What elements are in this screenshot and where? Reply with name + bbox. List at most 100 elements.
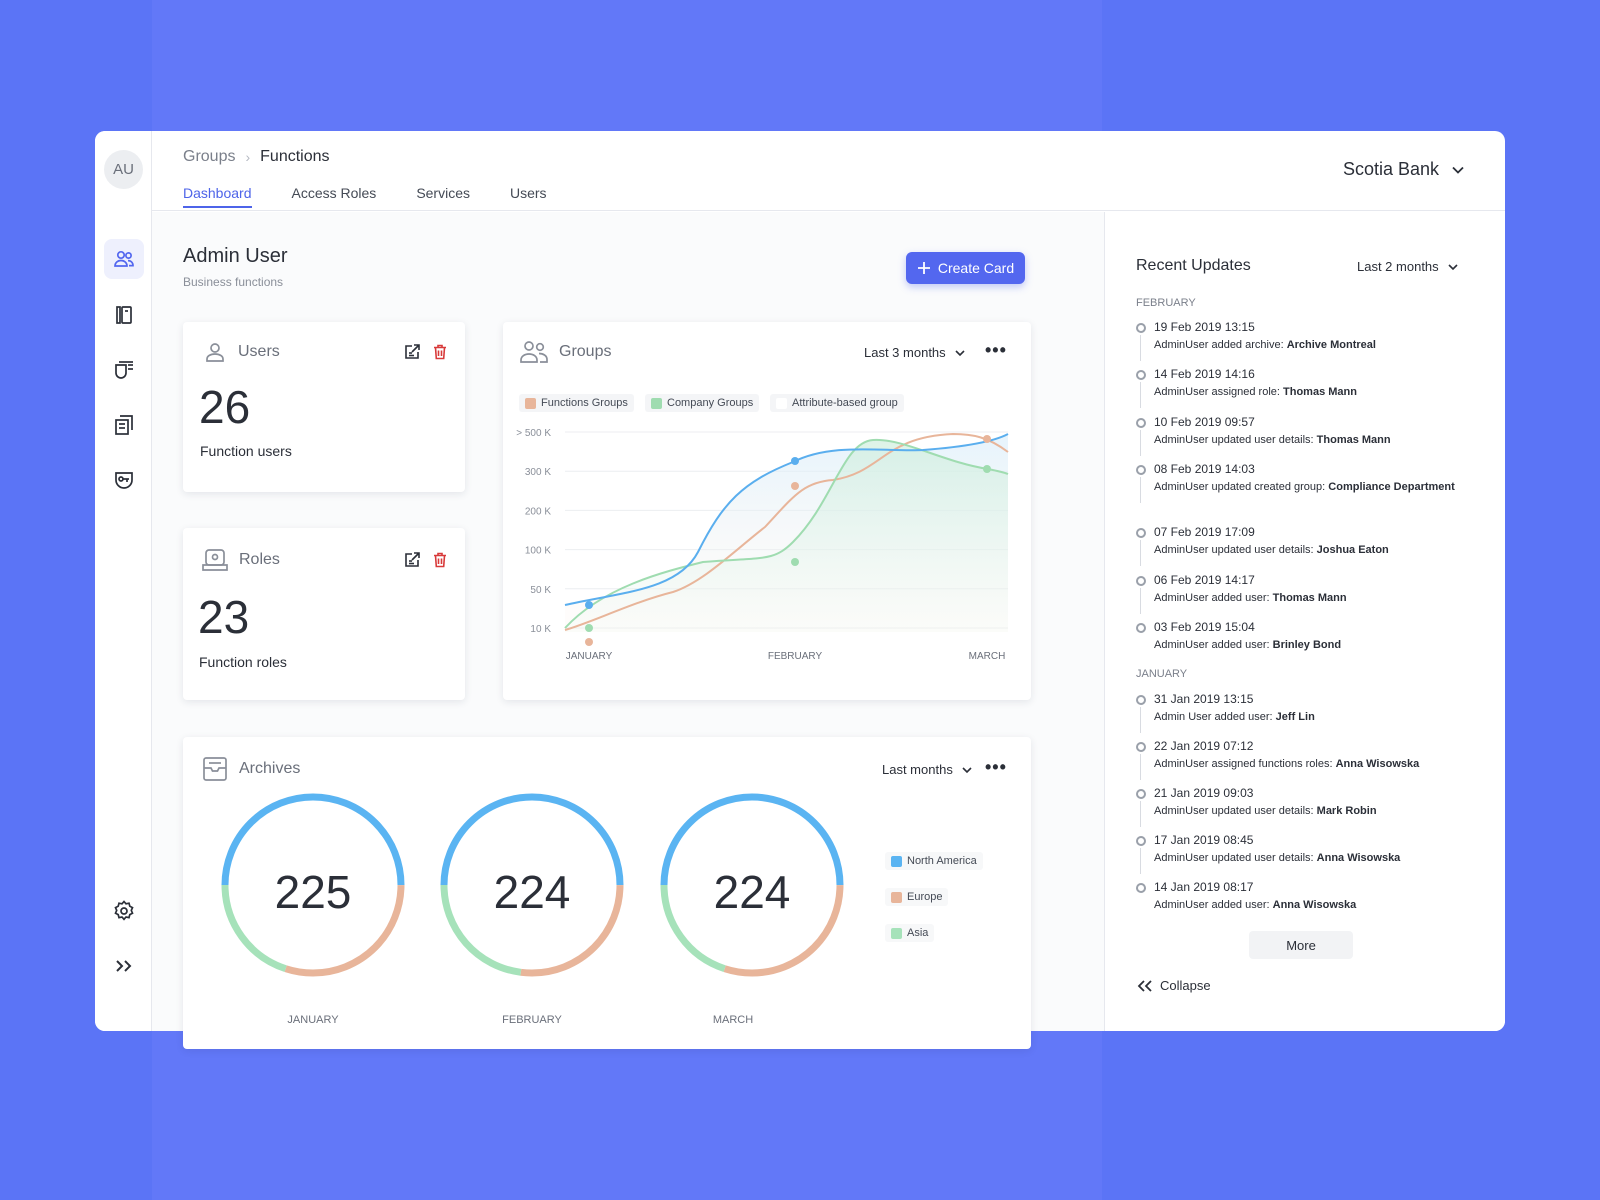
legend-label: Europe [907, 891, 943, 903]
legend-asia[interactable]: Asia [885, 924, 935, 942]
timeline-connector [1140, 477, 1141, 503]
legend-label: Asia [907, 927, 929, 939]
timeline-dot [1136, 465, 1146, 475]
roles-icon [202, 549, 228, 571]
timeline-dot [1136, 742, 1146, 752]
timeline-connector [1140, 848, 1141, 874]
legend-attribute-group[interactable]: Attribute-based group [770, 394, 904, 412]
point-functions-feb[interactable] [791, 482, 799, 490]
expand-icon[interactable] [104, 946, 144, 986]
groups-period-dropdown[interactable]: Last 3 months [864, 345, 966, 360]
chart-x-ticks: JANUARY FEBRUARY MARCH [566, 651, 1006, 662]
point-company-feb[interactable] [791, 558, 799, 566]
settings-icon[interactable] [104, 891, 144, 931]
roles-caption: Function roles [199, 654, 287, 670]
timeline-date: 03 Feb 2019 15:04 [1154, 620, 1255, 634]
y-tick-label: 300 K [525, 467, 551, 478]
point-attribute-feb[interactable] [791, 457, 799, 465]
series-functions-groups [564, 432, 1009, 631]
timeline-target: Brinley Bond [1272, 639, 1342, 651]
tab-access-roles[interactable]: Access Roles [291, 185, 377, 201]
legend-label: Attribute-based group [792, 397, 898, 409]
create-card-label: Create Card [937, 260, 1015, 276]
donut-segment-asia[interactable] [440, 793, 624, 977]
nav-rail: AU [95, 131, 152, 1031]
point-attribute-jan[interactable] [585, 601, 593, 609]
legend-swatch [525, 397, 536, 409]
users-count: 26 [199, 381, 251, 433]
more-button[interactable]: More [1249, 931, 1353, 959]
timeline-date: 07 Feb 2019 17:09 [1154, 525, 1255, 539]
legend-swatch [776, 397, 787, 409]
archives-period-dropdown[interactable]: Last months [882, 762, 973, 777]
point-company-mar[interactable] [983, 465, 991, 473]
groups-icon[interactable] [104, 239, 144, 279]
legend-europe[interactable]: Europe [885, 888, 949, 906]
timeline-date: 14 Jan 2019 08:17 [1154, 880, 1254, 894]
timeline-target: Thomas Mann [1316, 434, 1391, 446]
chevron-right-icon: › [245, 149, 251, 165]
chevron-down-icon [1452, 166, 1464, 174]
create-card-button[interactable]: Create Card [906, 252, 1025, 284]
timeline-target: Thomas Mann [1272, 592, 1347, 604]
key-icon[interactable] [104, 459, 144, 499]
library-icon[interactable] [104, 295, 144, 335]
collapse-label: Collapse [1160, 978, 1211, 993]
legend-north-america[interactable]: North America [885, 852, 983, 870]
badge-icon[interactable] [104, 350, 144, 390]
timeline-date: 10 Feb 2019 09:57 [1154, 415, 1255, 429]
archives-more-button[interactable]: ••• [985, 757, 1007, 777]
donut-segment-asia[interactable] [221, 793, 405, 977]
tab-dashboard[interactable]: Dashboard [183, 185, 252, 208]
groups-card-title: Groups [559, 343, 612, 360]
delete-icon[interactable] [431, 343, 449, 361]
y-tick-label: 100 K [525, 546, 551, 557]
timeline-dot [1136, 576, 1146, 586]
legend-company-groups[interactable]: Company Groups [645, 394, 760, 412]
archives-donut-charts [221, 793, 844, 977]
point-company-jan[interactable] [585, 624, 593, 632]
timeline-text: AdminUser added archive: Archive Montrea… [1154, 339, 1376, 351]
export-icon[interactable] [403, 343, 421, 361]
export-icon[interactable] [403, 551, 421, 569]
legend-swatch [891, 891, 902, 903]
breadcrumb: Groups › Functions [183, 148, 330, 166]
donut-segment-asia[interactable] [660, 793, 844, 977]
groups-more-button[interactable]: ••• [985, 340, 1007, 360]
donut-segment-europe[interactable] [660, 793, 844, 977]
legend-functions-groups[interactable]: Functions Groups [519, 394, 634, 412]
documents-icon[interactable] [104, 405, 144, 445]
timeline-text: AdminUser updated user details: Mark Rob… [1154, 805, 1377, 817]
breadcrumb-parent[interactable]: Groups [183, 148, 236, 165]
timeline-date: 21 Jan 2019 09:03 [1154, 786, 1254, 800]
point-functions-jan[interactable] [585, 638, 593, 646]
timeline-target: Archive Montreal [1286, 339, 1376, 351]
delete-icon[interactable] [431, 551, 449, 569]
avatar[interactable]: AU [104, 150, 143, 189]
tab-services[interactable]: Services [416, 185, 470, 201]
timeline-dot [1136, 695, 1146, 705]
groups-card: Groups Last 3 months ••• Functions Group… [503, 322, 1031, 700]
x-tick-label: FEBRUARY [768, 651, 823, 662]
tab-users[interactable]: Users [510, 185, 547, 201]
timeline-date: 22 Jan 2019 07:12 [1154, 739, 1254, 753]
y-tick-label: 10 K [530, 624, 551, 635]
timeline-text: AdminUser added user: Brinley Bond [1154, 639, 1342, 651]
timeline-date: 08 Feb 2019 14:03 [1154, 462, 1255, 476]
timeline-target: Anna Wisowska [1316, 852, 1401, 864]
archives-card: Archives Last months ••• 225 224 224 JAN… [183, 737, 1031, 1049]
point-functions-mar[interactable] [983, 435, 991, 443]
timeline-connector [1140, 801, 1141, 827]
chevron-down-icon [1448, 263, 1458, 270]
updates-period-dropdown[interactable]: Last 2 months [1357, 259, 1459, 274]
tab-bar: Dashboard Access Roles Services Users [183, 185, 547, 208]
donut-segment-europe[interactable] [440, 793, 624, 977]
org-selector[interactable]: Scotia Bank [1343, 159, 1465, 180]
donut-segment-europe[interactable] [221, 793, 405, 977]
timeline-date: 17 Jan 2019 08:45 [1154, 833, 1254, 847]
page-subtitle: Business functions [183, 275, 284, 289]
timeline-dot [1136, 836, 1146, 846]
user-icon [206, 343, 224, 362]
timeline-month: FEBRUARY [1136, 297, 1196, 309]
collapse-button[interactable]: Collapse [1136, 978, 1211, 993]
